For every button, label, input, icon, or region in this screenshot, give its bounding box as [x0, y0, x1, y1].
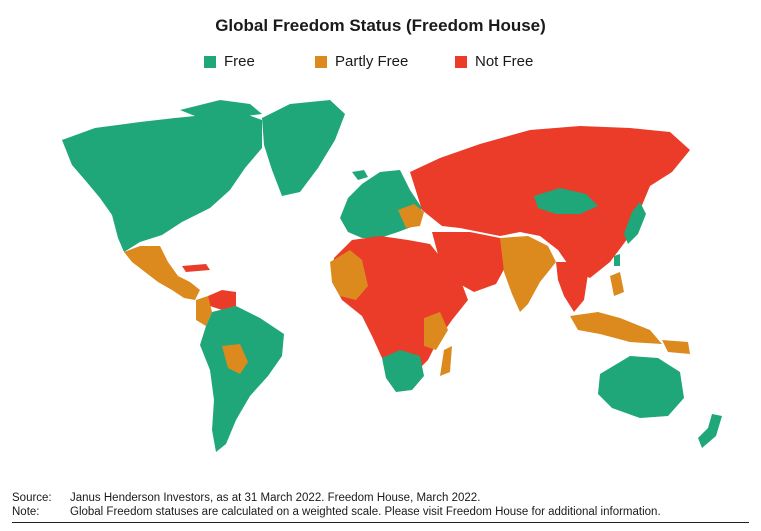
region-europe: [340, 170, 422, 238]
region-eastern-europe: [398, 204, 424, 228]
region-papua-new-guinea: [662, 340, 690, 354]
region-australia: [598, 356, 684, 418]
region-west-africa: [330, 250, 368, 300]
region-middle-east: [432, 232, 508, 292]
region-indonesia: [570, 312, 662, 344]
region-cuba: [182, 264, 210, 272]
region-south-asia: [500, 236, 556, 312]
region-mexico: [124, 246, 200, 300]
legend-swatch-not-free: [455, 55, 467, 68]
source-row: Source: Janus Henderson Investors, as at…: [12, 491, 661, 505]
region-north-america: [62, 112, 262, 252]
region-japan: [624, 202, 646, 244]
source-label: Source:: [12, 492, 52, 504]
legend-item-not-free: Not Free: [455, 53, 533, 70]
region-colombia: [196, 296, 212, 326]
region-southeast-asia: [556, 262, 588, 312]
region-bolivia: [222, 344, 248, 374]
region-east-africa: [424, 312, 448, 350]
legend-item-partly-free: Partly Free: [315, 53, 408, 70]
region-south-america: [200, 306, 284, 452]
region-new-zealand: [698, 414, 722, 448]
legend: Free Partly Free Not Free: [0, 53, 761, 73]
region-taiwan: [614, 254, 620, 266]
legend-label-partly-free: Partly Free: [335, 53, 409, 70]
world-map: [62, 100, 722, 452]
region-arctic-islands: [180, 100, 262, 118]
region-greenland: [262, 100, 345, 196]
legend-label-free: Free: [224, 53, 255, 70]
legend-swatch-free: [204, 55, 216, 68]
footer-divider: [12, 522, 749, 523]
region-iceland: [352, 170, 368, 180]
region-venezuela: [208, 290, 236, 310]
legend-label-not-free: Not Free: [475, 53, 534, 70]
note-text: Global Freedom statuses are calculated o…: [70, 506, 661, 518]
region-philippines: [610, 272, 624, 296]
map-title: Global Freedom Status (Freedom House): [215, 16, 546, 35]
note-label: Note:: [12, 506, 40, 518]
legend-swatch-partly-free: [315, 55, 327, 68]
region-mongolia: [534, 188, 598, 214]
region-madagascar: [440, 346, 452, 376]
source-text: Janus Henderson Investors, as at 31 Marc…: [70, 492, 481, 504]
legend-item-free: Free: [204, 53, 255, 70]
region-southern-africa: [382, 350, 424, 392]
note-row: Note: Global Freedom statuses are calcul…: [12, 505, 661, 519]
footnotes: Source: Janus Henderson Investors, as at…: [12, 491, 661, 519]
